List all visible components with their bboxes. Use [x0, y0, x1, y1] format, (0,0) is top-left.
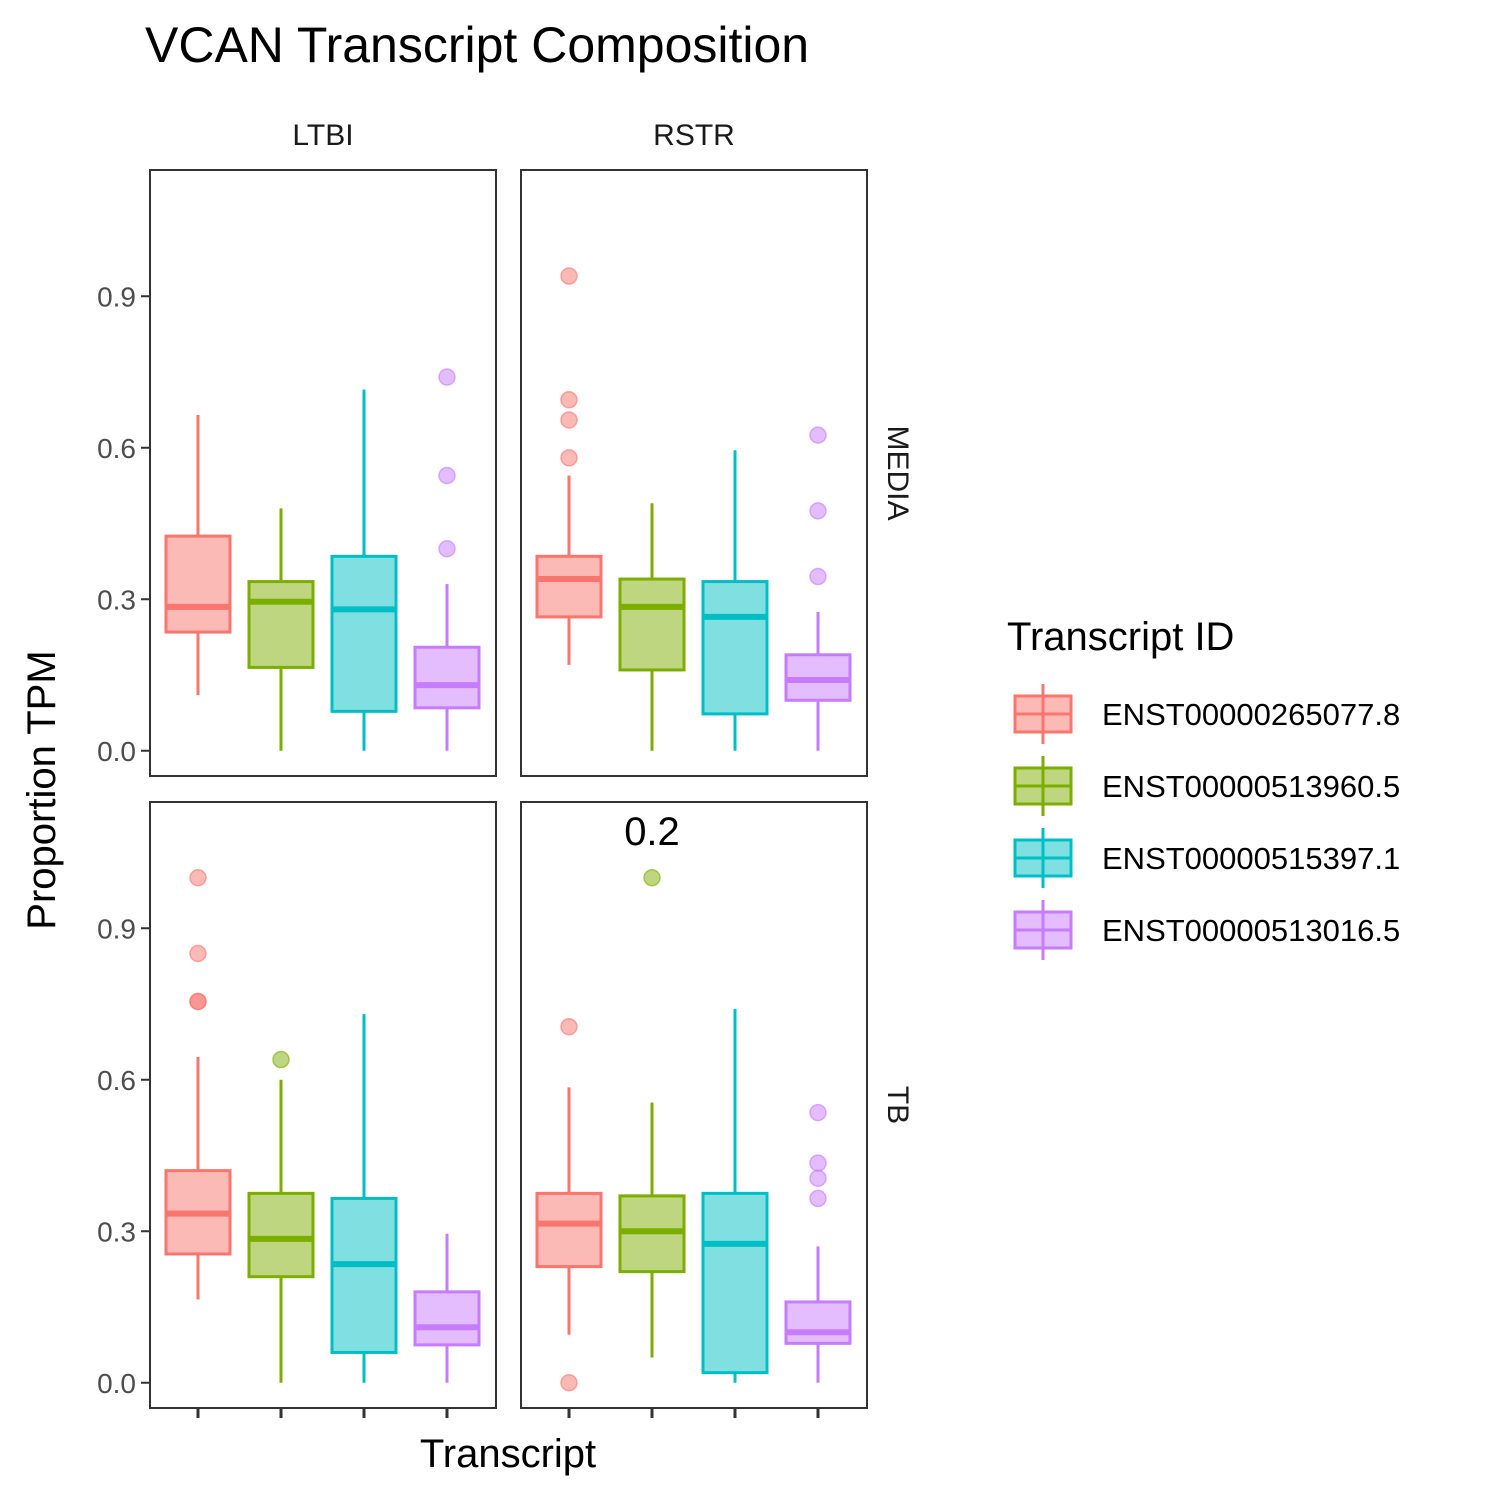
panel-rstr-media: [520, 169, 868, 777]
legend-label: ENST00000513016.5: [1102, 913, 1400, 948]
box-ltbi-tb-2: [247, 1050, 315, 1383]
box-iqr: [535, 554, 603, 619]
y-tick-label: 0.9: [97, 913, 136, 944]
box-ltbi-media-4: [413, 368, 481, 751]
outlier-point: [438, 368, 456, 386]
box-iqr: [413, 645, 481, 710]
outlier-point: [189, 944, 207, 963]
outlier-point: [809, 502, 827, 520]
legend-item-2: ENST00000513960.5: [1013, 756, 1400, 816]
y-tick-label: 0.3: [97, 1216, 136, 1247]
outlier-point: [438, 466, 456, 485]
outlier-point: [189, 869, 207, 887]
y-tick-label: 0.0: [97, 1368, 136, 1399]
outlier-point: [560, 1017, 578, 1036]
box-iqr: [701, 1191, 769, 1375]
strip-label-rstr: RSTR: [653, 119, 735, 152]
box-rstr-tb-2: [618, 869, 686, 1358]
panel-border: [149, 801, 497, 1409]
outlier-point: [809, 426, 827, 444]
outlier-point: [643, 869, 661, 887]
y-axis-title: Proportion TPM: [20, 650, 64, 929]
panel-rstr-tb: 0.2: [520, 801, 868, 1418]
y-tick-label: 0.6: [97, 1065, 136, 1096]
panel-ltbi-media: 0.0 0.3 0.6 0.9: [97, 169, 497, 777]
y-tick-label: 0.9: [97, 281, 136, 312]
box-ltbi-tb-4: [413, 1233, 481, 1383]
x-axis-title: Transcript: [420, 1432, 596, 1476]
box-rstr-media-3: [701, 450, 769, 751]
box-rstr-tb-1: [535, 1017, 603, 1392]
legend-item-4: ENST00000513016.5: [1013, 900, 1400, 960]
facet-panels: LTBI RSTRMEDIATB0.00.30.60.90.00.30.60.90…: [97, 119, 914, 1418]
box-iqr: [618, 577, 686, 672]
box-rstr-tb-3: [701, 1009, 769, 1383]
box-ltbi-media-1: [164, 414, 232, 696]
box-iqr: [247, 1191, 315, 1279]
outlier-point: [809, 1189, 827, 1208]
box-iqr: [164, 534, 232, 634]
y-tick-label: 0.6: [97, 433, 136, 464]
outlier-point: [560, 1374, 578, 1392]
outlier-point: [809, 1154, 827, 1172]
legend-title: Transcript ID: [1007, 615, 1234, 659]
outlier-point: [560, 267, 578, 285]
box-iqr: [330, 1196, 398, 1354]
panel-ltbi-tb: 0.0 0.3 0.6 0.9: [97, 801, 497, 1418]
outlier-point: [809, 1169, 827, 1187]
legend-label: ENST00000513960.5: [1102, 769, 1400, 804]
strip-label-media: MEDIA: [881, 425, 914, 520]
strip-label-tb: TB: [881, 1086, 914, 1124]
box-rstr-media-2: [618, 503, 686, 751]
legend-label: ENST00000515397.1: [1102, 841, 1400, 876]
outlier-point: [560, 449, 578, 467]
box-ltbi-media-2: [247, 508, 315, 751]
box-rstr-media-4: [784, 426, 852, 751]
chart-title: VCAN Transcript Composition: [145, 17, 809, 73]
panel-annotation: 0.2: [624, 810, 680, 854]
box-ltbi-media-3: [330, 389, 398, 751]
panel-border: [520, 801, 868, 1409]
strip-label-ltbi: LTBI: [292, 119, 353, 152]
panel-border: [149, 169, 497, 777]
y-tick-label: 0.3: [97, 584, 136, 615]
y-tick-label: 0.0: [97, 736, 136, 767]
box-rstr-media-1: [535, 267, 603, 665]
outlier-point: [272, 1050, 290, 1069]
panel-border: [520, 169, 868, 777]
outlier-point: [809, 1103, 827, 1122]
outlier-point: [438, 540, 456, 558]
outlier-point: [189, 992, 207, 1011]
outlier-point: [809, 567, 827, 586]
box-iqr: [413, 1290, 481, 1347]
box-ltbi-tb-1: [164, 869, 232, 1300]
box-iqr: [247, 580, 315, 669]
box-iqr: [330, 554, 398, 713]
box-rstr-tb-4: [784, 1103, 852, 1383]
legend-item-1: ENST00000265077.8: [1013, 684, 1400, 744]
legend-label: ENST00000265077.8: [1102, 697, 1400, 732]
legend-item-3: ENST00000515397.1: [1013, 828, 1400, 888]
outlier-point: [560, 391, 578, 409]
legend: ENST00000265077.8 ENST00000513960.5 ENST00…: [1013, 684, 1400, 960]
outlier-point: [560, 411, 578, 429]
box-ltbi-tb-3: [330, 1014, 398, 1383]
box-iqr: [701, 580, 769, 716]
box-iqr: [784, 1300, 852, 1345]
box-iqr: [535, 1191, 603, 1269]
